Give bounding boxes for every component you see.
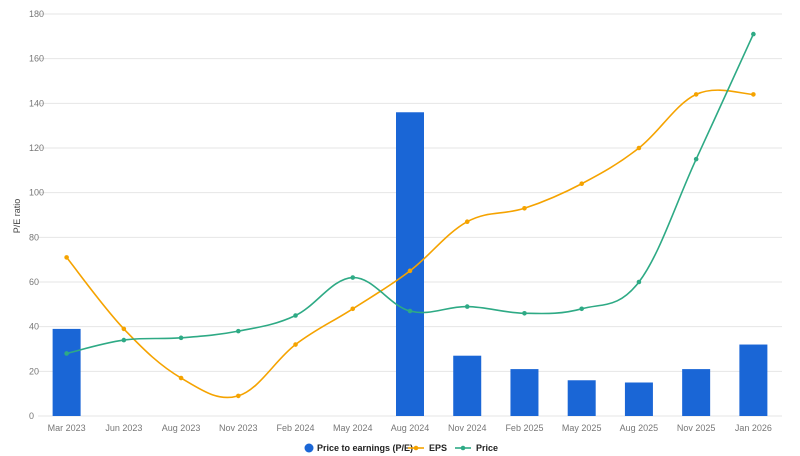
price-point	[464, 304, 470, 309]
price-point	[522, 310, 527, 316]
pe-bar	[682, 369, 711, 416]
x-tick-label: Aug 2024	[391, 423, 430, 433]
eps-point	[407, 268, 413, 274]
pe-bar	[453, 355, 482, 416]
pe-bar	[739, 344, 768, 416]
eps-point	[121, 326, 127, 332]
price-point	[121, 337, 127, 343]
price-point	[350, 275, 356, 280]
price-point	[64, 351, 69, 356]
eps-point	[350, 306, 356, 312]
eps-point	[178, 375, 184, 381]
legend-price-marker	[460, 445, 466, 451]
eps-point	[236, 393, 241, 399]
price-line	[66, 33, 755, 355]
x-tick-label: Jun 2023	[105, 423, 142, 433]
pe-bar	[624, 382, 653, 416]
price-point	[407, 308, 413, 314]
y-axis-ticks: 0 20 40 60 80 100 120 140 160 180	[29, 9, 44, 421]
y-axis-title: P/E ratio	[12, 199, 22, 234]
bar-series	[52, 112, 768, 417]
eps-point	[464, 219, 470, 224]
price-point	[693, 156, 699, 162]
x-tick-label: May 2024	[333, 423, 373, 433]
price-point	[636, 279, 642, 285]
eps-point	[751, 92, 756, 97]
eps-point	[579, 181, 584, 187]
eps-point	[293, 342, 298, 347]
y-tick-label: 0	[29, 411, 34, 421]
price-point	[293, 313, 298, 318]
pe-bar	[52, 328, 81, 416]
legend-item-price[interactable]: Price	[455, 443, 498, 453]
legend-item-pe[interactable]: Price to earnings (P/E)	[304, 443, 414, 453]
legend-eps-marker	[413, 445, 419, 451]
x-tick-label: Nov 2023	[219, 423, 258, 433]
y-tick-label: 100	[29, 188, 44, 198]
x-tick-label: Aug 2023	[162, 423, 201, 433]
x-tick-label: Nov 2025	[677, 423, 716, 433]
y-tick-label: 180	[29, 9, 44, 19]
pe-bar	[396, 112, 424, 417]
legend-item-eps[interactable]: EPS	[408, 443, 447, 453]
y-tick-label: 120	[29, 143, 44, 153]
y-tick-label: 80	[29, 232, 39, 242]
x-tick-label: Nov 2024	[448, 423, 487, 433]
price-point	[751, 31, 756, 37]
x-axis-ticks: Mar 2023 Jun 2023 Aug 2023 Nov 2023 Feb 2024…	[48, 423, 772, 433]
y-tick-label: 140	[29, 98, 44, 108]
x-tick-label: May 2025	[562, 423, 602, 433]
x-tick-label: Aug 2025	[620, 423, 659, 433]
y-tick-label: 160	[29, 54, 44, 64]
price-point	[236, 328, 241, 334]
line-series	[64, 31, 756, 399]
pe-bar	[567, 380, 596, 416]
eps-point	[64, 255, 69, 260]
legend-price-label: Price	[476, 443, 498, 453]
legend-pe-marker	[304, 443, 314, 453]
x-tick-label: Mar 2023	[48, 423, 86, 433]
price-point	[178, 335, 184, 341]
legend: Price to earnings (P/E) EPS Price	[304, 443, 498, 453]
y-tick-label: 60	[29, 277, 39, 287]
x-tick-label: Feb 2024	[277, 423, 315, 433]
x-tick-label: Jan 2026	[735, 423, 772, 433]
legend-eps-label: EPS	[429, 443, 447, 453]
legend-pe-label: Price to earnings (P/E)	[317, 443, 413, 453]
eps-point	[693, 92, 699, 97]
pe-bar	[510, 369, 539, 416]
x-tick-label: Feb 2025	[505, 423, 543, 433]
y-tick-label: 40	[29, 322, 39, 332]
y-tick-label: 20	[29, 366, 39, 376]
eps-point	[522, 206, 527, 211]
eps-point	[636, 145, 642, 151]
price-point	[579, 306, 584, 312]
